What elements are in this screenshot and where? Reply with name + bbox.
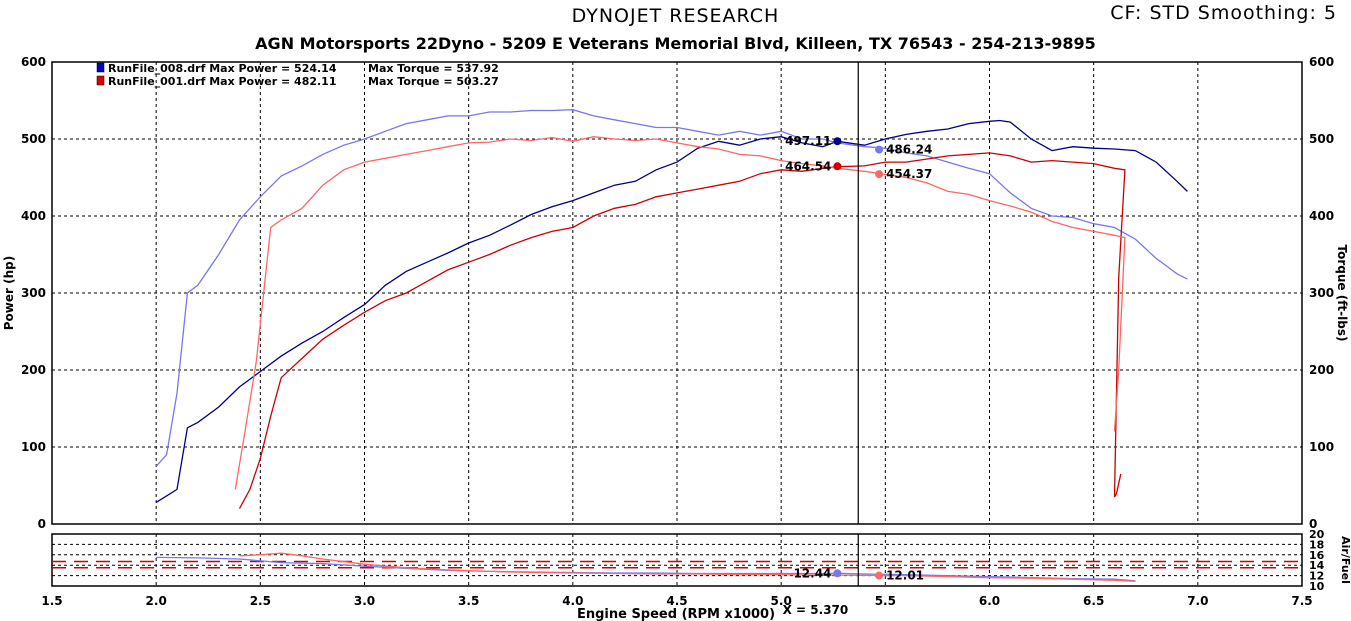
main-series-line-2 <box>238 152 1126 509</box>
axes-text: 1.5 2.0 2.5 3.0 3.5 4.0 4.5 5.0 5.5 6.0 6.5 7.0 7.5 0… <box>2 55 1351 621</box>
x-tick-label: 1.5 <box>41 594 62 608</box>
afr-tick-label: 12 <box>1309 570 1324 583</box>
x-tick-label: 4.5 <box>666 594 687 608</box>
afr-grid <box>51 533 1303 587</box>
y2-axis-title: Torque (ft-lbs) <box>1335 245 1349 342</box>
y2-tick-label: 100 <box>1309 440 1334 454</box>
y-tick-label: 0 <box>38 517 46 531</box>
afr-tick-label: 10 <box>1309 580 1325 593</box>
x-tick-label: 5.0 <box>771 594 792 608</box>
value-marker <box>833 162 842 171</box>
x-axis-title: Engine Speed (RPM x1000) <box>577 607 775 621</box>
y-axis-title: Power (hp) <box>2 256 16 330</box>
x-tick-label: 5.5 <box>875 594 896 608</box>
x-tick-label: 2.5 <box>250 594 271 608</box>
afr-axis-title: Air/Fuel <box>1339 536 1351 584</box>
cursor-readout: X = 5.370 <box>783 603 849 617</box>
legend-torque-label: Max Torque = 503.27 <box>368 75 499 88</box>
cursor[interactable]: X = 5.370 <box>783 62 859 617</box>
y-tick-label: 200 <box>21 363 46 377</box>
value-label: 486.24 <box>886 143 932 157</box>
value-label: 454.37 <box>886 167 932 181</box>
afr-tick-label: 14 <box>1309 559 1325 572</box>
value-marker <box>833 137 842 146</box>
main-series-line-1 <box>155 109 1188 467</box>
y2-tick-label: 600 <box>1309 55 1334 69</box>
x-tick-label: 7.0 <box>1187 594 1208 608</box>
main-grid <box>51 61 1303 525</box>
x-tick-label: 2.0 <box>146 594 167 608</box>
y2-tick-label: 500 <box>1309 132 1334 146</box>
brand-title: DYNOJET RESEARCH <box>571 5 780 27</box>
afr-series: 12.44 12.01 <box>156 552 1136 583</box>
legend-file-label: RunFile_008.drf Max Power = 524.14 <box>108 62 337 75</box>
value-marker <box>833 569 842 578</box>
value-marker <box>875 571 884 580</box>
value-label: 497.11 <box>785 134 831 148</box>
x-tick-label: 3.0 <box>354 594 375 608</box>
y2-tick-label: 0 <box>1309 517 1317 531</box>
x-tick-label: 6.0 <box>979 594 1000 608</box>
y-tick-label: 500 <box>21 132 46 146</box>
value-label: 464.54 <box>785 159 831 173</box>
main-series-line-3 <box>234 136 1126 490</box>
shop-info-subtitle: AGN Motorsports 22Dyno - 5209 E Veterans… <box>255 34 1096 53</box>
y2-tick-label: 400 <box>1309 209 1334 223</box>
legend: RunFile_008.drf Max Power = 524.14 Max To… <box>96 62 499 88</box>
afr-tick-label: 20 <box>1309 528 1325 541</box>
afr-series-line-1 <box>239 552 1136 582</box>
y2-tick-label: 300 <box>1309 286 1334 300</box>
y-tick-label: 600 <box>21 55 46 69</box>
main-series: 497.11 486.24 464.54 454.37 <box>155 109 1188 509</box>
value-marker <box>875 145 884 154</box>
legend-torque-label: Max Torque = 537.92 <box>368 62 499 75</box>
value-label: 12.44 <box>793 566 831 580</box>
value-marker <box>875 170 884 179</box>
y-tick-label: 100 <box>21 440 46 454</box>
legend-file-label: RunFile_001.drf Max Power = 482.11 <box>108 75 337 88</box>
main-series-line-0 <box>155 119 1188 503</box>
afr-tick-label: 18 <box>1309 538 1324 551</box>
afr-series-line-0 <box>156 556 1136 582</box>
correction-factor-info: CF: STD Smoothing: 5 <box>1110 2 1337 24</box>
x-tick-label: 6.5 <box>1083 594 1104 608</box>
afr-plot-frame <box>51 533 1303 587</box>
y-tick-label: 300 <box>21 286 46 300</box>
legend-swatch <box>96 75 105 86</box>
x-tick-label: 3.5 <box>458 594 479 608</box>
legend-swatch <box>96 62 105 73</box>
x-tick-label: 7.5 <box>1291 594 1312 608</box>
afr-tick-label: 16 <box>1309 549 1325 562</box>
x-tick-label: 4.0 <box>562 594 583 608</box>
y2-tick-label: 200 <box>1309 363 1334 377</box>
y-tick-label: 400 <box>21 209 46 223</box>
value-label: 12.01 <box>886 569 924 583</box>
